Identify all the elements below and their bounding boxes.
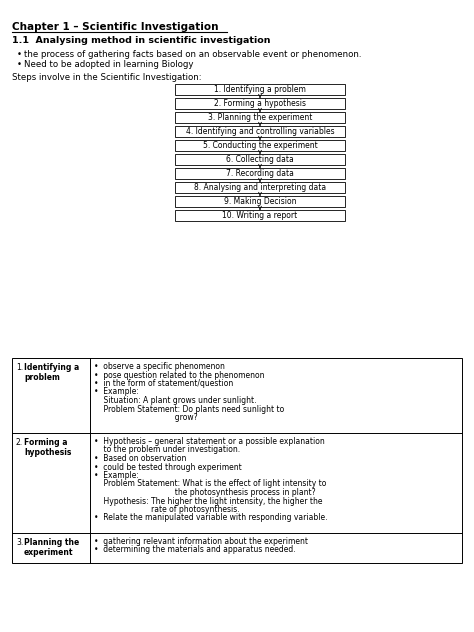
Text: •  gathering relevant information about the experiment: • gathering relevant information about t…: [94, 537, 308, 546]
Text: 4. Identifying and controlling variables: 4. Identifying and controlling variables: [186, 127, 334, 136]
Text: 6. Collecting data: 6. Collecting data: [226, 155, 294, 164]
Text: 1.: 1.: [16, 363, 23, 372]
Text: 2. Forming a hypothesis: 2. Forming a hypothesis: [214, 99, 306, 108]
Text: 3. Planning the experiment: 3. Planning the experiment: [208, 113, 312, 122]
Text: 10. Writing a report: 10. Writing a report: [222, 211, 298, 220]
Text: grow?: grow?: [94, 413, 198, 422]
Bar: [175, 126, 345, 137]
Text: Problem Statement: Do plants need sunlight to: Problem Statement: Do plants need sunlig…: [94, 404, 284, 413]
Text: •  could be tested through experiment: • could be tested through experiment: [94, 463, 242, 471]
Bar: [175, 182, 345, 193]
Text: the photosynthesis process in plant?: the photosynthesis process in plant?: [94, 488, 316, 497]
Bar: [175, 196, 345, 207]
Text: rate of photosynthesis.: rate of photosynthesis.: [94, 505, 240, 514]
Text: •  Relate the manipulated variable with responding variable.: • Relate the manipulated variable with r…: [94, 513, 328, 523]
Text: Hypothesis: The higher the light intensity, the higher the: Hypothesis: The higher the light intensi…: [94, 497, 322, 506]
Text: •  Based on observation: • Based on observation: [94, 454, 186, 463]
Text: to the problem under investigation.: to the problem under investigation.: [94, 446, 240, 454]
Text: 8. Analysing and interpreting data: 8. Analysing and interpreting data: [194, 183, 326, 192]
Text: •  pose question related to the phenomenon: • pose question related to the phenomeno…: [94, 370, 264, 379]
Text: •  determining the materials and apparatus needed.: • determining the materials and apparatu…: [94, 545, 296, 554]
Text: 1.1  Analysing method in scientific investigation: 1.1 Analysing method in scientific inves…: [12, 36, 271, 45]
Text: Chapter 1 – Scientific Investigation: Chapter 1 – Scientific Investigation: [12, 22, 219, 32]
Text: 1. Identifying a problem: 1. Identifying a problem: [214, 85, 306, 94]
Text: Steps involve in the Scientific Investigation:: Steps involve in the Scientific Investig…: [12, 73, 201, 82]
Text: •  observe a specific phenomenon: • observe a specific phenomenon: [94, 362, 225, 371]
Text: 5. Conducting the experiment: 5. Conducting the experiment: [202, 141, 318, 150]
Text: •  Hypothesis – general statement or a possible explanation: • Hypothesis – general statement or a po…: [94, 437, 325, 446]
Text: Identifying a
problem: Identifying a problem: [24, 363, 79, 382]
Text: •  in the form of statement/question: • in the form of statement/question: [94, 379, 233, 388]
Bar: [175, 84, 345, 95]
Text: Problem Statement: What is the effect of light intensity to: Problem Statement: What is the effect of…: [94, 480, 327, 489]
Text: 3.: 3.: [16, 538, 23, 547]
Text: 2.: 2.: [16, 438, 23, 447]
Bar: [175, 168, 345, 179]
Text: Need to be adopted in learning Biology: Need to be adopted in learning Biology: [24, 60, 193, 69]
Text: •  Example:: • Example:: [94, 471, 139, 480]
Text: Situation: A plant grows under sunlight.: Situation: A plant grows under sunlight.: [94, 396, 256, 405]
Text: •: •: [17, 50, 22, 59]
Text: Planning the
experiment: Planning the experiment: [24, 538, 79, 557]
Bar: [175, 140, 345, 151]
Text: •: •: [17, 60, 22, 69]
Text: Forming a
hypothesis: Forming a hypothesis: [24, 438, 72, 458]
Bar: [175, 154, 345, 165]
Bar: [175, 98, 345, 109]
Bar: [175, 112, 345, 123]
Text: •  Example:: • Example:: [94, 387, 139, 396]
Text: 9. Making Decision: 9. Making Decision: [224, 197, 296, 206]
Bar: [175, 210, 345, 221]
Bar: [12, 358, 462, 563]
Text: 7. Recording data: 7. Recording data: [226, 169, 294, 178]
Text: the process of gathering facts based on an observable event or phenomenon.: the process of gathering facts based on …: [24, 50, 362, 59]
